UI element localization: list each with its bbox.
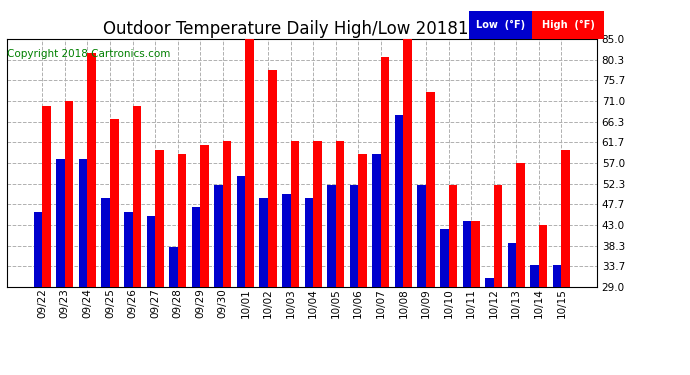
Bar [417,185,426,287]
Bar [471,220,480,287]
Bar [282,194,290,287]
Bar [65,101,73,287]
Bar [88,53,96,287]
Bar [237,176,246,287]
Bar [404,39,412,287]
Bar [313,141,322,287]
Bar [146,216,155,287]
Bar [350,185,358,287]
Bar [448,185,457,287]
Bar [531,265,539,287]
Bar [200,146,209,287]
Bar [381,57,389,287]
Bar [34,212,42,287]
Bar [485,278,494,287]
Bar [508,243,516,287]
Bar [124,212,132,287]
Bar [553,265,562,287]
Bar [110,119,119,287]
Bar [290,141,299,287]
Bar [178,154,186,287]
Bar [268,70,277,287]
Bar [223,141,231,287]
Bar [132,106,141,287]
Bar [395,114,404,287]
Bar [215,185,223,287]
Bar [426,92,435,287]
Bar [57,159,65,287]
Bar [358,154,367,287]
Bar [327,185,336,287]
Bar [562,150,570,287]
Bar [192,207,200,287]
Bar [42,106,51,287]
Bar [259,198,268,287]
Bar [462,220,471,287]
Bar [79,159,88,287]
Bar [246,39,254,287]
Bar [440,230,449,287]
Bar [336,141,344,287]
Bar [539,225,547,287]
Text: Low  (°F): Low (°F) [476,20,525,30]
Bar [494,185,502,287]
Bar [155,150,164,287]
Title: Outdoor Temperature Daily High/Low 20181016: Outdoor Temperature Daily High/Low 20181… [104,20,500,38]
Bar [304,198,313,287]
Bar [101,198,110,287]
Text: High  (°F): High (°F) [542,20,595,30]
Bar [169,247,178,287]
Bar [373,154,381,287]
Text: Copyright 2018 Cartronics.com: Copyright 2018 Cartronics.com [7,49,170,59]
Bar [516,163,525,287]
